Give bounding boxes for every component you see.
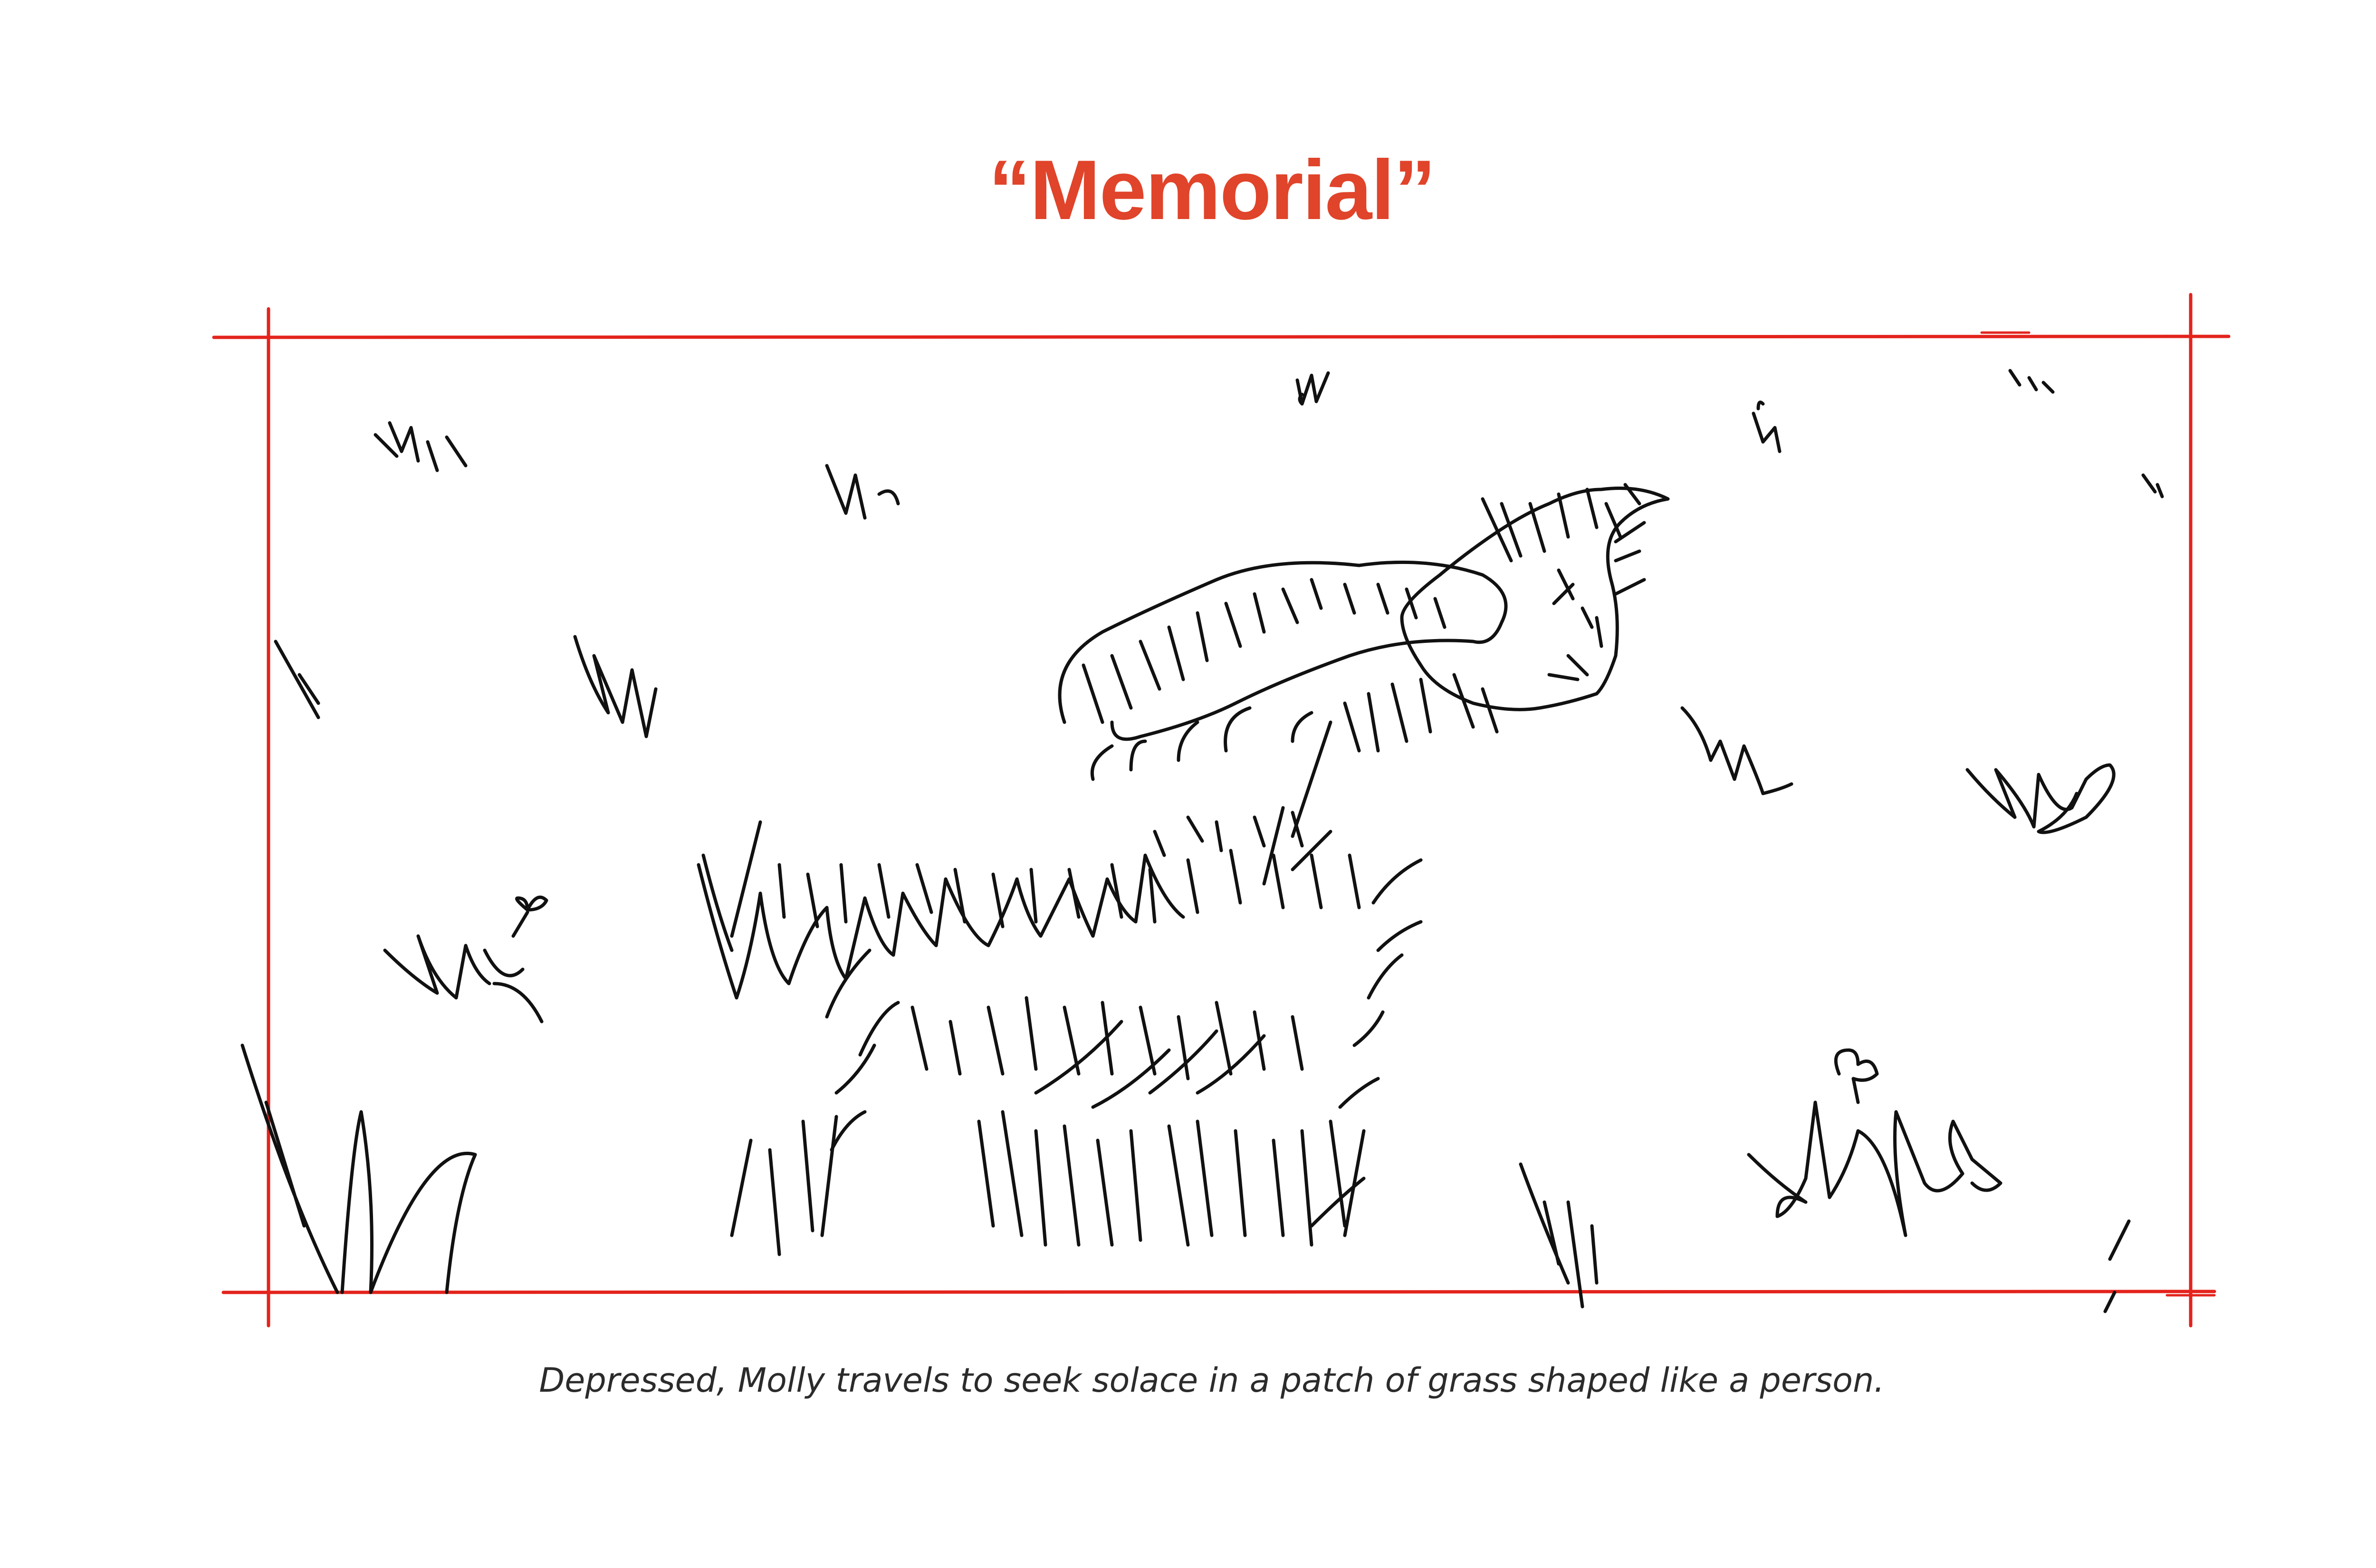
page-title: “Memorial”: [988, 143, 1436, 237]
panel-caption: Depressed, Molly travels to seek solace …: [539, 1361, 1885, 1400]
panel-frame: [212, 293, 2231, 1328]
grass-figure-sketch-icon: [240, 369, 2164, 1313]
